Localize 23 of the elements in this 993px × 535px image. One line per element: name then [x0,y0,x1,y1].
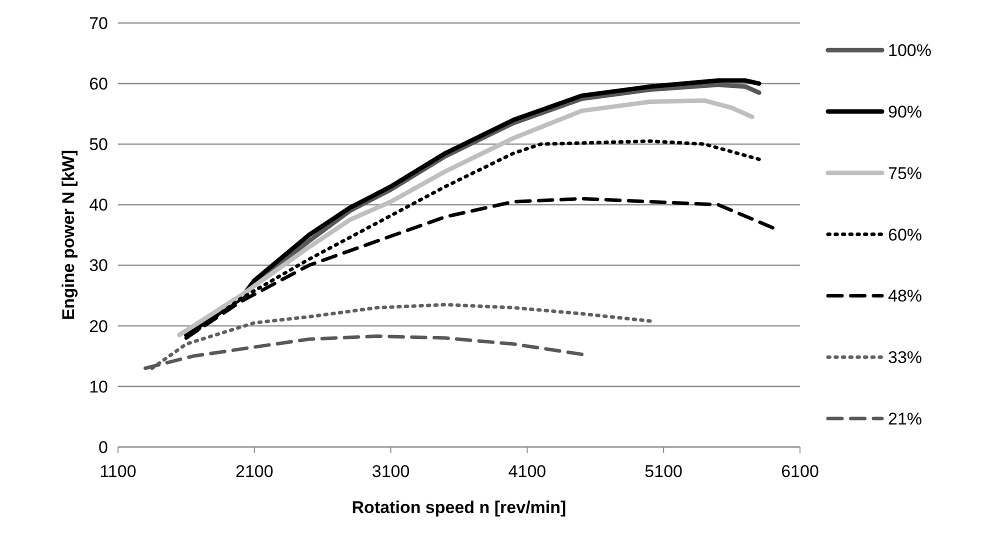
y-tick-label: 50 [89,135,108,154]
y-tick-label: 30 [89,256,108,276]
x-tick-label: 6100 [781,462,819,481]
y-axis-title: Engine power N [kW] [59,150,78,320]
legend-label: 21% [888,409,922,428]
y-tick-label: 40 [89,196,108,215]
legend-label: 48% [888,286,922,306]
legend-label: 90% [888,102,922,122]
y-tick-label: 0 [98,438,108,457]
y-tick-label: 60 [89,74,108,94]
x-tick-label: 4100 [508,462,546,481]
legend-label: 100% [888,41,932,60]
x-tick-label: 3100 [372,462,410,481]
x-tick-label: 1100 [100,462,136,481]
legend-label: 60% [888,225,922,244]
x-axis-title: Rotation speed n [rev/min] [352,498,566,517]
y-tick-label: 70 [89,14,108,33]
x-tick-label: 5100 [644,462,683,481]
x-tick-label: 2100 [235,462,274,481]
y-tick-label: 10 [89,377,108,396]
legend-label: 33% [888,348,922,368]
legend-label: 75% [888,164,922,183]
y-tick-label: 20 [89,316,108,336]
